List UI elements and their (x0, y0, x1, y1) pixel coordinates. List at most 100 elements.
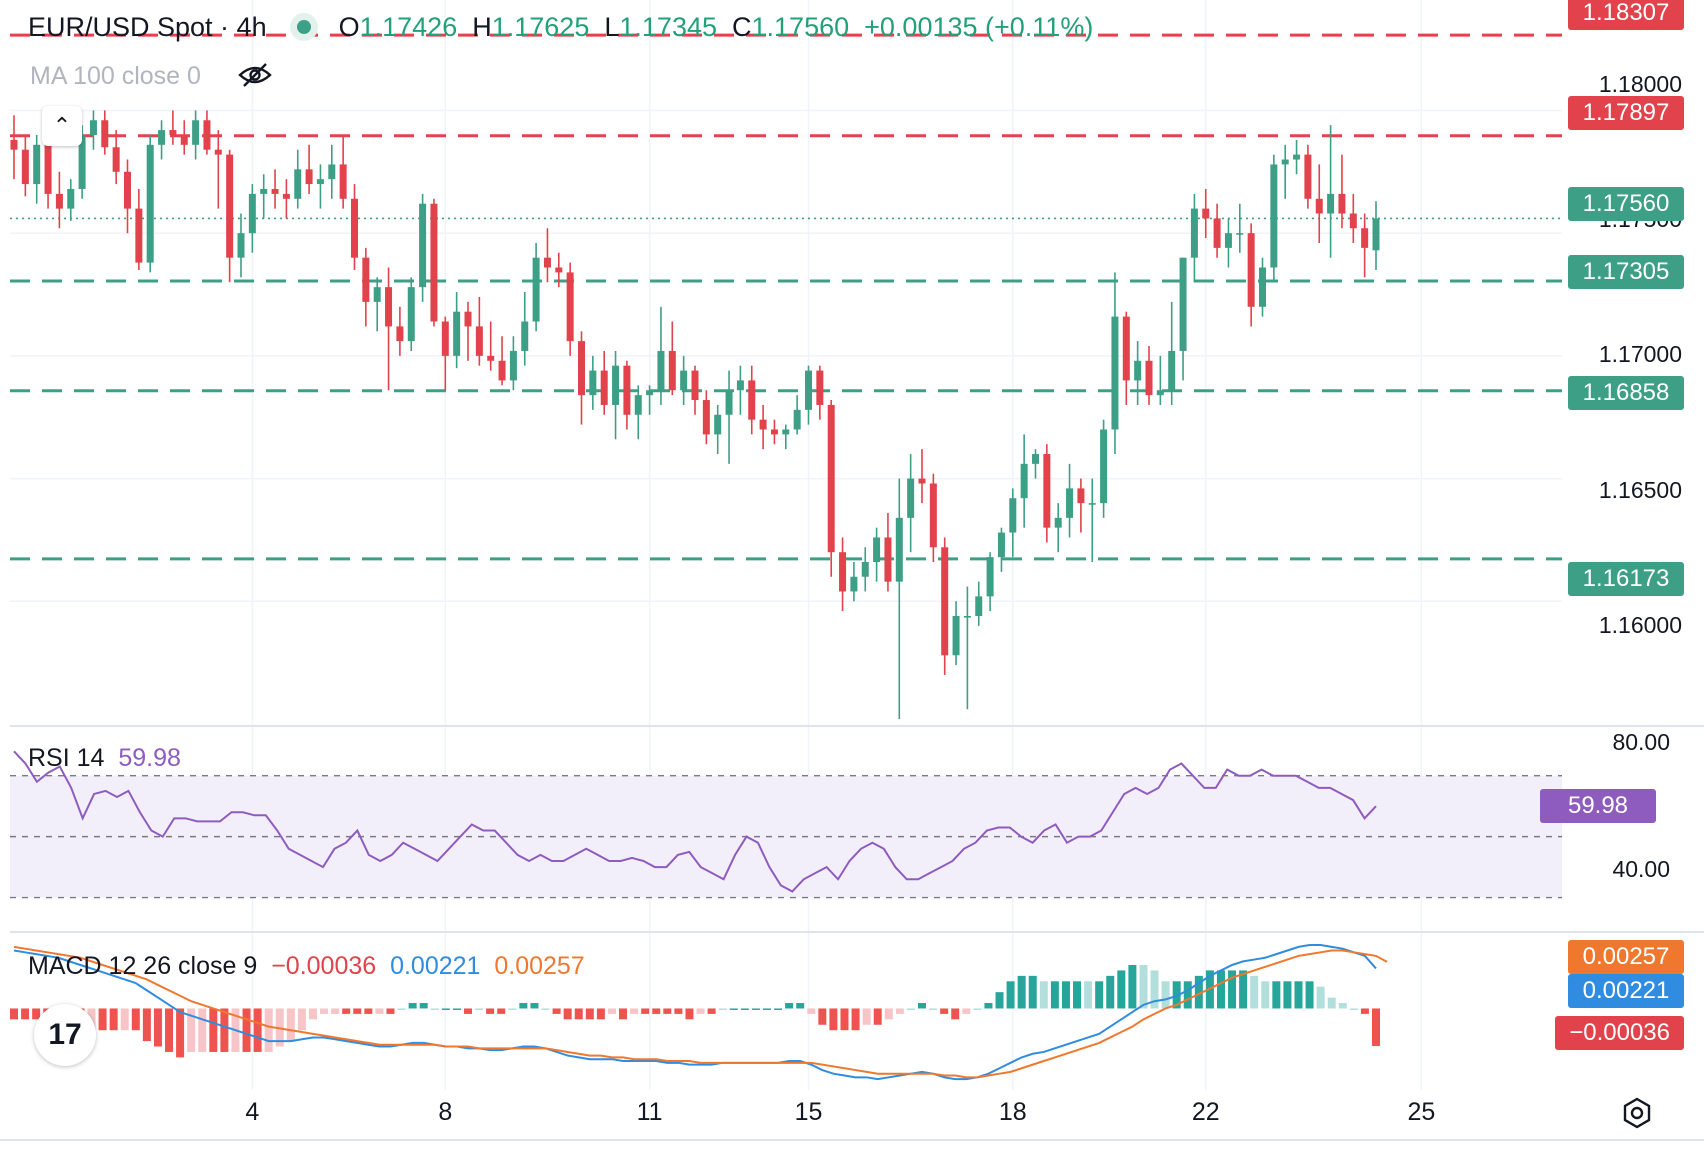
macd-histogram-bar (397, 1008, 406, 1010)
candle-body (646, 390, 654, 396)
macd-histogram-bar (308, 1008, 317, 1020)
candle-body (1145, 360, 1153, 396)
macd-histogram-bar (1360, 1008, 1369, 1014)
candle-body (1315, 198, 1323, 214)
symbol-title[interactable]: EUR/USD Spot · 4h (28, 12, 267, 42)
candle-body (907, 478, 915, 518)
macd-histogram-bar (940, 1008, 949, 1014)
macd-histogram-bar (1161, 981, 1170, 1009)
macd-histogram-bar (552, 1008, 561, 1014)
macd-histogram-bar (120, 1008, 129, 1031)
macd-histogram-bar (1228, 970, 1237, 1009)
candle-body (929, 483, 937, 548)
horizontal-levels (10, 33, 1562, 561)
candle-body (33, 144, 41, 185)
macd-legend-name[interactable]: MACD 12 26 close 9 (28, 952, 258, 980)
macd-histogram-bar (153, 1008, 162, 1047)
candle-body (589, 370, 597, 396)
candle-body (543, 257, 551, 268)
macd-histogram-bar (1372, 1008, 1380, 1046)
candle-body (135, 208, 143, 263)
gear-icon[interactable] (1620, 1096, 1654, 1130)
macd-histogram-bar (1250, 975, 1259, 1009)
candle-body (464, 311, 472, 327)
macd-histogram-bar (530, 1003, 539, 1009)
candle-body (1259, 267, 1266, 307)
macd-histogram-bar (862, 1008, 871, 1025)
macd-histogram-bar (1084, 981, 1093, 1009)
candle-body (351, 198, 358, 258)
macd-legend-macd: 0.00221 (390, 952, 481, 980)
macd-histogram-bar (353, 1008, 362, 1014)
candle-body (1247, 233, 1255, 307)
macd-line (13, 944, 1377, 1081)
macd-histogram-bar (718, 1008, 727, 1010)
close-label: C (732, 12, 752, 42)
candle-body (373, 287, 381, 302)
candle-body (1372, 218, 1380, 251)
pane-dividers (0, 725, 1704, 1141)
candle-body (169, 130, 177, 135)
candle-body (895, 517, 903, 582)
macd-histogram-bar (1073, 981, 1082, 1009)
candle-body (146, 144, 154, 263)
open-value: 1.17426 (359, 12, 458, 42)
candle-body (566, 272, 574, 342)
candle-body (1100, 429, 1108, 504)
macd-histogram-bar (1017, 975, 1026, 1009)
macd-histogram-bar (774, 1008, 783, 1010)
candle-body (1293, 154, 1301, 160)
resistance-tag: 1.17897 (1568, 96, 1684, 130)
ma-legend[interactable]: MA 100 close 0 (30, 62, 201, 90)
candle-body (1032, 454, 1039, 464)
macd-histogram-bar (984, 1003, 993, 1009)
grid-lines (10, 0, 1562, 1090)
candle-body (112, 147, 120, 172)
candle-body (782, 429, 790, 435)
candle-body (657, 350, 665, 391)
macd-histogram-bar (929, 1008, 938, 1010)
macd-histogram-bar (1095, 981, 1104, 1009)
chevron-up-icon[interactable]: ⌃ (42, 106, 82, 146)
macd-histogram-bar (342, 1008, 351, 1014)
candle-body (1338, 193, 1346, 214)
macd-histogram-bar (98, 1008, 107, 1031)
macd-histogram-bar (1239, 970, 1248, 1009)
macd-histogram-bar (1316, 986, 1325, 1009)
close-value: 1.17560 (751, 12, 850, 42)
macd-histogram-bar (1283, 981, 1292, 1009)
macd-histogram-bar (264, 1008, 273, 1052)
candle-body (248, 193, 256, 234)
macd-legend-signal: 0.00257 (494, 952, 585, 980)
rsi-legend-name[interactable]: RSI 14 (28, 744, 105, 772)
candle-body (816, 370, 824, 405)
candle-body (759, 419, 767, 430)
candle-body (884, 537, 892, 582)
ohlc-legend: EUR/USD Spot · 4h O1.17426 H1.17625 L1.17… (28, 12, 1093, 43)
macd-histogram-bar (508, 1008, 517, 1010)
candle-body (668, 350, 676, 391)
rsi-line (13, 750, 1377, 893)
candle-body (1122, 316, 1130, 381)
time-tick: 11 (636, 1098, 663, 1126)
time-tick: 25 (1407, 1098, 1436, 1126)
candle-body (430, 203, 438, 322)
eye-hidden-icon[interactable] (238, 62, 272, 88)
macd-histogram-bar (220, 1008, 229, 1052)
time-tick: 15 (794, 1098, 823, 1126)
candle-body (1236, 233, 1244, 235)
hist-value-tag: −0.00036 (1555, 1016, 1684, 1050)
candle-body (1043, 454, 1051, 528)
candle-body (1168, 350, 1176, 391)
macd-histogram-bar (1039, 981, 1048, 1009)
macd-histogram-bar (962, 1008, 971, 1014)
candle-body (78, 134, 86, 189)
macd-histogram-bar (21, 1008, 30, 1020)
macd-histogram-bar (1327, 997, 1336, 1009)
macd-histogram-bar (641, 1008, 650, 1014)
rsi-band-fill (10, 775, 1562, 898)
macd-histogram-bar (209, 1008, 218, 1052)
macd-histogram-bar (408, 1003, 417, 1009)
tradingview-logo[interactable]: 17 (34, 1004, 96, 1066)
